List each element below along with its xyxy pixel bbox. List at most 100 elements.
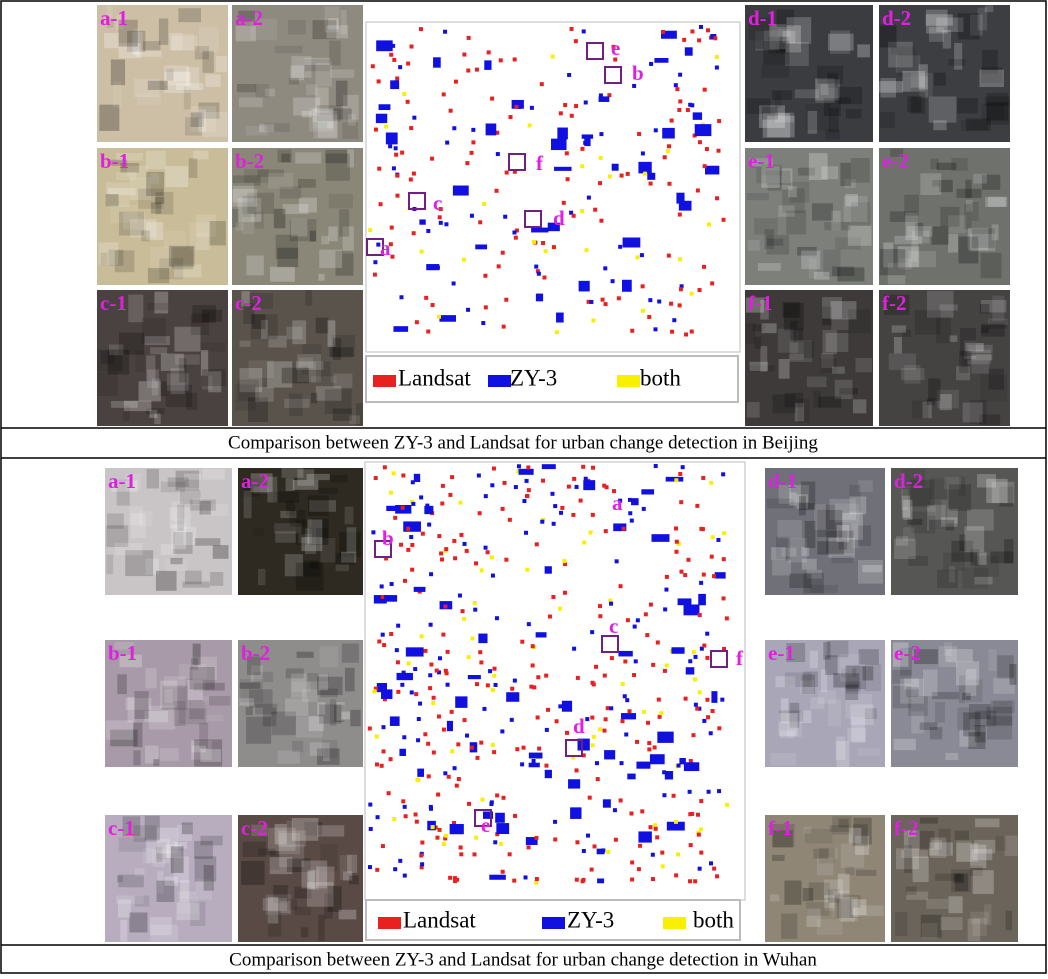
- change-pixel: [653, 745, 657, 749]
- image-texture: [848, 309, 870, 333]
- change-pixel: [552, 522, 556, 526]
- change-pixel: [379, 104, 391, 110]
- change-pixel: [416, 738, 420, 742]
- change-pixel: [484, 60, 491, 70]
- change-pixel: [530, 106, 534, 110]
- image-texture: [278, 833, 300, 854]
- change-pixel: [503, 481, 507, 485]
- change-pixel: [677, 108, 681, 112]
- change-pixel: [504, 558, 508, 562]
- image-texture: [198, 109, 206, 132]
- image-texture: [110, 205, 138, 223]
- legend-label: ZY-3: [567, 907, 614, 932]
- tile-label: f-1: [748, 291, 773, 315]
- change-pixel: [444, 834, 448, 838]
- change-pixel: [611, 279, 615, 283]
- change-pixel: [390, 80, 399, 89]
- change-pixel: [626, 172, 630, 176]
- change-pixel: [536, 715, 540, 719]
- image-texture: [798, 398, 810, 422]
- change-pixel: [453, 766, 457, 770]
- image-texture: [779, 359, 790, 379]
- change-pixel: [390, 582, 394, 586]
- change-pixel: [712, 867, 716, 871]
- image-texture: [981, 104, 1004, 120]
- change-pixel: [452, 126, 456, 130]
- image-texture: [801, 547, 809, 556]
- image-texture: [318, 274, 324, 281]
- change-pixel: [679, 500, 683, 504]
- change-pixel: [455, 784, 459, 788]
- change-pixel: [559, 511, 563, 515]
- change-pixel: [419, 495, 423, 499]
- change-pixel: [654, 827, 658, 831]
- change-pixel: [368, 228, 372, 232]
- legend-swatch: [542, 917, 565, 929]
- image-texture: [853, 399, 866, 413]
- image-texture: [850, 704, 873, 725]
- change-pixel: [690, 103, 694, 107]
- change-pixel: [535, 542, 539, 546]
- change-pixel: [671, 647, 684, 654]
- change-pixel: [496, 823, 509, 834]
- image-texture: [991, 701, 1015, 714]
- change-pixel: [722, 218, 726, 222]
- image-texture: [830, 30, 850, 53]
- change-pixel: [567, 485, 571, 489]
- image-texture: [193, 151, 209, 160]
- change-pixel: [443, 771, 447, 775]
- change-pixel: [402, 92, 406, 96]
- change-pixel: [678, 73, 682, 77]
- image-texture: [164, 231, 186, 248]
- change-pixel: [522, 499, 526, 503]
- change-pixel: [473, 601, 477, 605]
- change-pixel: [524, 531, 528, 535]
- change-pixel: [446, 650, 450, 654]
- image-texture: [806, 902, 829, 916]
- change-pixel: [623, 659, 627, 663]
- legend-label: Landsat: [403, 907, 476, 932]
- change-pixel: [442, 92, 446, 96]
- image-texture: [178, 891, 196, 898]
- image-texture: [305, 290, 312, 305]
- change-pixel: [689, 843, 693, 847]
- change-pixel: [536, 675, 540, 679]
- change-pixel: [603, 674, 607, 678]
- change-pixel: [582, 849, 586, 853]
- change-pixel: [711, 709, 715, 713]
- change-pixel: [715, 66, 719, 70]
- change-pixel: [492, 467, 496, 471]
- image-texture: [901, 850, 928, 858]
- change-pixel: [711, 691, 717, 703]
- image-texture: [840, 163, 850, 186]
- image-texture: [195, 538, 220, 546]
- change-pixel: [368, 803, 372, 807]
- change-pixel: [608, 174, 612, 178]
- image-texture: [292, 741, 303, 752]
- change-pixel: [661, 30, 665, 34]
- change-pixel: [642, 507, 646, 511]
- change-pixel: [427, 523, 431, 527]
- change-pixel: [517, 464, 521, 468]
- image-texture: [133, 723, 142, 748]
- image-texture: [118, 875, 144, 888]
- change-pixel: [580, 209, 584, 213]
- change-pixel: [602, 484, 606, 488]
- change-pixel: [389, 632, 393, 636]
- image-texture: [339, 209, 349, 236]
- change-pixel: [486, 123, 497, 135]
- image-texture: [135, 896, 150, 907]
- image-texture: [150, 347, 167, 354]
- change-pixel: [450, 475, 454, 479]
- map-label: d: [573, 714, 585, 738]
- change-pixel: [445, 141, 449, 145]
- change-pixel: [555, 330, 559, 334]
- change-pixel: [717, 119, 721, 123]
- change-pixel: [662, 793, 666, 797]
- change-pixel: [492, 750, 496, 754]
- change-map: [365, 462, 745, 900]
- image-texture: [956, 841, 971, 862]
- image-texture: [920, 173, 941, 195]
- image-texture: [265, 123, 290, 132]
- change-pixel: [400, 683, 404, 687]
